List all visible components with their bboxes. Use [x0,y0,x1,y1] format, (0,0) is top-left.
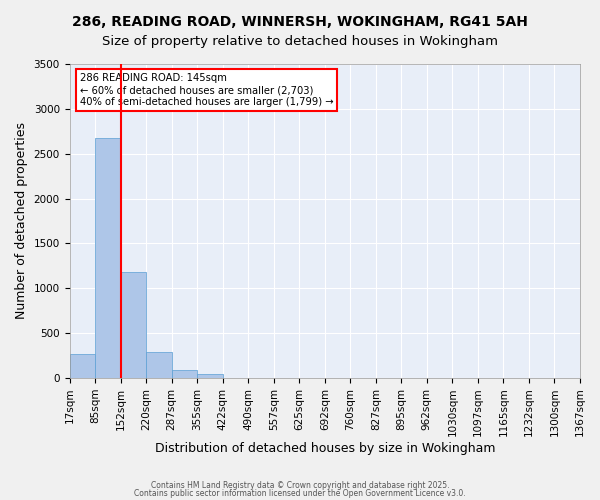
Text: Contains public sector information licensed under the Open Government Licence v3: Contains public sector information licen… [134,488,466,498]
Bar [121,272,146,378]
Text: Contains HM Land Registry data © Crown copyright and database right 2025.: Contains HM Land Registry data © Crown c… [151,481,449,490]
Bar [146,352,172,378]
Bar [70,354,95,378]
Y-axis label: Number of detached properties: Number of detached properties [15,122,28,320]
Bar [95,138,121,378]
Text: 286 READING ROAD: 145sqm
← 60% of detached houses are smaller (2,703)
40% of sem: 286 READING ROAD: 145sqm ← 60% of detach… [80,74,334,106]
Text: 286, READING ROAD, WINNERSH, WOKINGHAM, RG41 5AH: 286, READING ROAD, WINNERSH, WOKINGHAM, … [72,15,528,29]
X-axis label: Distribution of detached houses by size in Wokingham: Distribution of detached houses by size … [155,442,495,455]
Text: Size of property relative to detached houses in Wokingham: Size of property relative to detached ho… [102,35,498,48]
Bar [197,374,223,378]
Bar [172,370,197,378]
